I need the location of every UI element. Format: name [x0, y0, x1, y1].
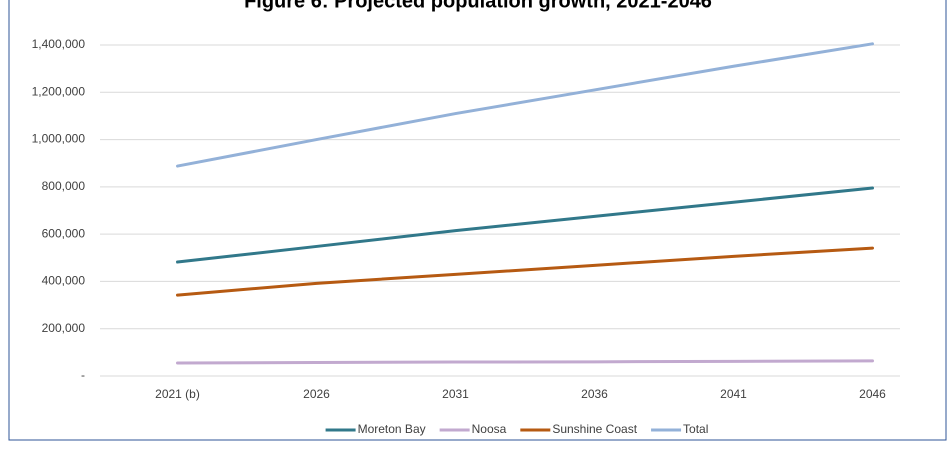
series-line	[176, 42, 874, 168]
chart-title: Figure 6: Projected population growth, 2…	[244, 0, 712, 12]
y-tick-label: -	[81, 368, 85, 382]
x-tick-label: 2021 (b)	[155, 387, 200, 401]
legend-label: Sunshine Coast	[552, 422, 637, 436]
y-tick-label: 1,400,000	[32, 37, 86, 51]
x-tick-label: 2036	[581, 387, 608, 401]
x-tick-label: 2031	[442, 387, 469, 401]
y-tick-label: 400,000	[42, 274, 86, 288]
legend-label: Moreton Bay	[358, 422, 426, 436]
x-tick-label: 2046	[859, 387, 886, 401]
series-line	[176, 359, 874, 365]
y-tick-label: 1,000,000	[32, 132, 86, 146]
y-tick-label: 800,000	[42, 179, 86, 193]
legend-label: Noosa	[472, 422, 507, 436]
series-line	[176, 186, 874, 264]
y-tick-label: 1,200,000	[32, 84, 86, 98]
series-line	[176, 246, 874, 297]
x-tick-label: 2041	[720, 387, 747, 401]
y-tick-label: 200,000	[42, 321, 86, 335]
y-tick-label: 600,000	[42, 226, 86, 240]
chart-frame	[8, 0, 947, 441]
x-tick-label: 2026	[303, 387, 330, 401]
legend-label: Total	[683, 422, 708, 436]
